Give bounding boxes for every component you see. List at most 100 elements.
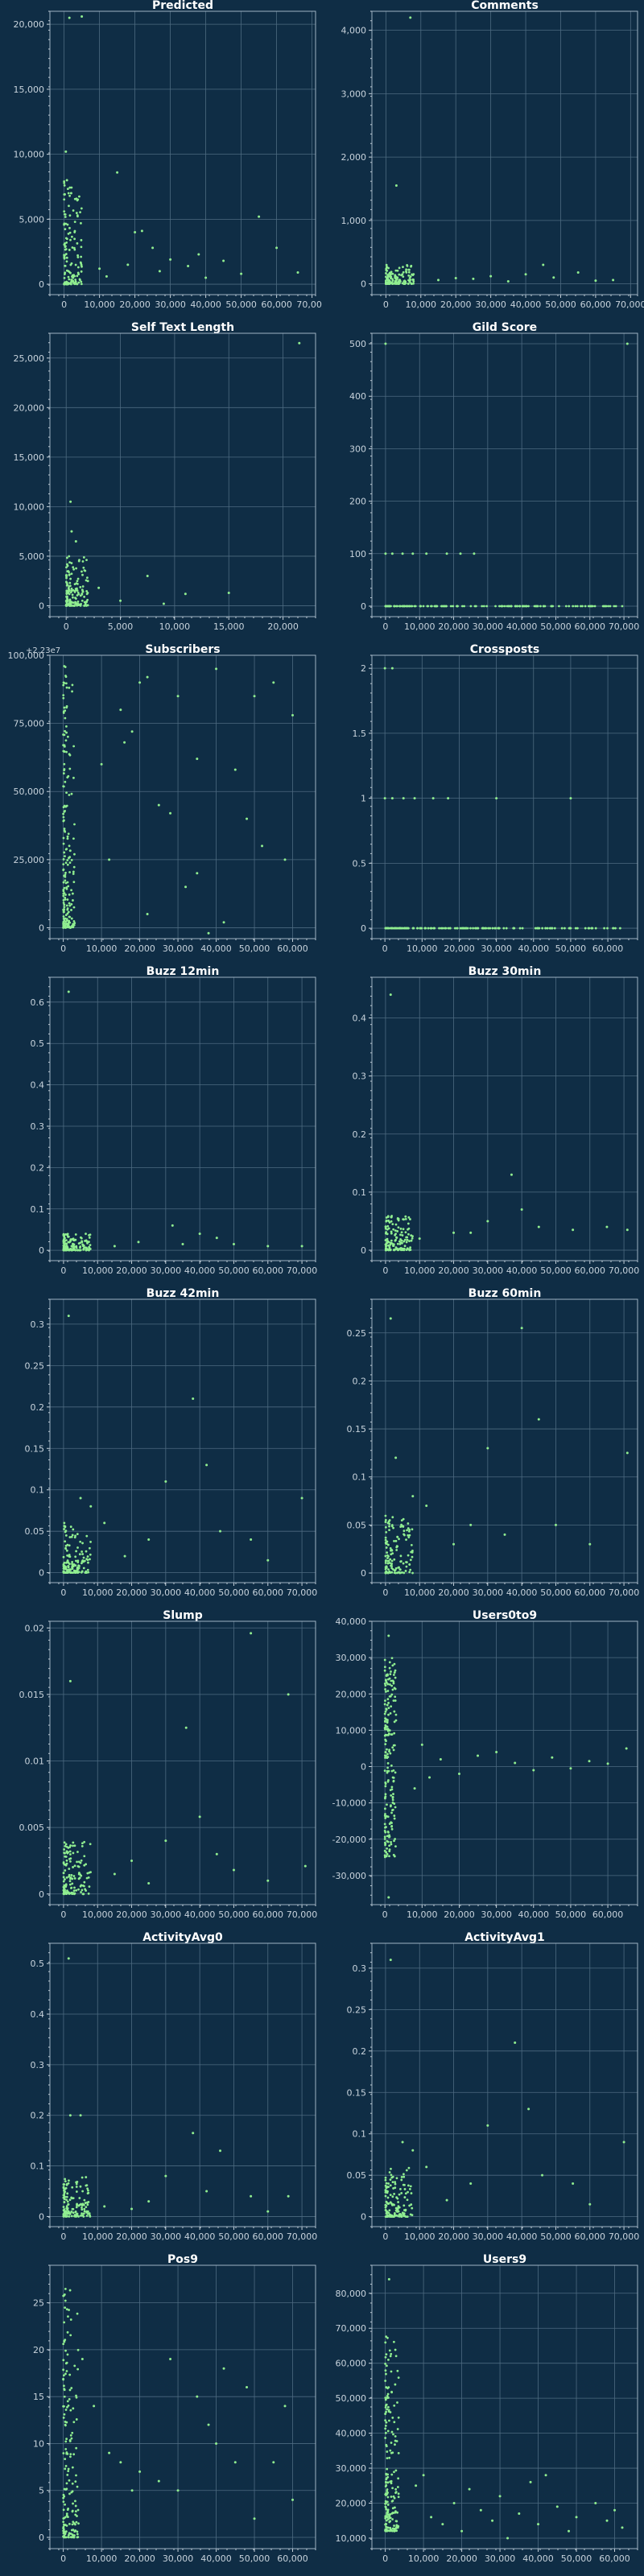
data-point (63, 184, 66, 187)
data-point (196, 2395, 199, 2398)
x-tick-label: 20,000 (116, 1909, 147, 1920)
data-point (64, 879, 67, 882)
data-point (489, 927, 492, 930)
data-point (63, 1525, 66, 1528)
data-point (385, 2492, 387, 2495)
data-point (506, 605, 509, 608)
data-point (64, 729, 66, 733)
data-point (85, 1570, 88, 1573)
data-point (87, 2201, 90, 2203)
data-point (539, 605, 542, 608)
data-point (409, 1568, 412, 1571)
data-point (258, 215, 261, 218)
y-tick-label: 0.6 (31, 997, 45, 1008)
data-point (396, 1535, 399, 1538)
data-point (66, 898, 69, 901)
data-point (64, 1891, 67, 1894)
data-point (413, 1787, 416, 1790)
data-point (569, 797, 572, 800)
data-point (386, 2214, 389, 2217)
data-point (62, 869, 65, 872)
x-tick-label: 20,000 (438, 621, 469, 632)
data-point (398, 1568, 402, 1571)
data-point (411, 1236, 414, 1240)
data-point (64, 1232, 68, 1236)
data-point (404, 1231, 407, 1234)
data-point (392, 1526, 394, 1530)
data-point (169, 258, 172, 261)
data-point (196, 872, 199, 875)
chart-title: Crossposts (470, 644, 539, 656)
data-point (392, 1682, 395, 1685)
x-tick-label: 0 (382, 1909, 388, 1920)
data-point (79, 585, 82, 588)
data-point (72, 1866, 74, 1868)
data-point (494, 927, 497, 930)
data-point (394, 1238, 397, 1241)
y-tick-label: 20,000 (14, 402, 45, 413)
data-point (393, 2524, 395, 2527)
data-point (393, 1817, 396, 1820)
data-point (394, 1232, 397, 1236)
data-point (66, 1246, 69, 1249)
data-point (74, 2504, 77, 2508)
data-point (93, 2405, 96, 2408)
data-point (66, 556, 68, 559)
data-point (392, 2215, 395, 2218)
data-point (72, 906, 76, 909)
data-point (390, 2391, 394, 2394)
data-point (388, 1525, 390, 1528)
data-point (400, 2178, 403, 2182)
data-point (72, 1841, 75, 1844)
data-point (83, 2210, 86, 2213)
data-point (67, 1236, 69, 1238)
x-tick-label: 70,000 (287, 1265, 318, 1276)
y-tick-label: 100 (349, 549, 366, 559)
data-point (402, 1240, 406, 1243)
y-offset-label: +2.23e7 (26, 646, 60, 655)
data-point (391, 2417, 394, 2419)
y-tick-label: 20 (33, 2345, 44, 2355)
data-point (74, 588, 77, 590)
data-point (88, 1241, 90, 1244)
data-point (64, 253, 68, 255)
data-point (389, 2449, 392, 2452)
data-point (75, 2418, 78, 2421)
data-point (76, 1249, 80, 1252)
data-point (73, 2215, 76, 2218)
x-tick-label: 40,000 (200, 2553, 232, 2564)
data-point (394, 1838, 397, 1840)
data-point (64, 2524, 67, 2526)
data-point (65, 592, 68, 596)
data-point (76, 2530, 79, 2533)
data-point (468, 2487, 471, 2491)
data-point (384, 2189, 387, 2192)
data-point (70, 889, 72, 892)
data-point (79, 2114, 82, 2117)
data-point (82, 1567, 85, 1570)
data-point (67, 1846, 70, 1849)
data-point (390, 1733, 393, 1736)
data-point (119, 599, 122, 602)
data-point (384, 1239, 387, 1242)
data-point (79, 1861, 82, 1864)
data-point (79, 1241, 81, 1245)
data-point (398, 1538, 400, 1541)
scatter-panel: Predicted 0 10,000 20,000 30,000 40,000 50,000… (0, 0, 323, 322)
data-point (383, 1658, 386, 1662)
data-point (445, 2198, 448, 2202)
data-point (89, 1843, 92, 1846)
data-point (68, 226, 71, 229)
x-tick-label: 40,000 (200, 943, 232, 954)
data-point (544, 2474, 547, 2477)
data-point (169, 2358, 172, 2361)
scatter-panel: Gild Score 0 10,000 20,000 30,000 40,000 50,00… (322, 322, 644, 644)
data-point (72, 1889, 76, 1893)
data-point (76, 1533, 79, 1536)
data-point (72, 2502, 74, 2505)
data-point (65, 2482, 68, 2485)
data-point (63, 2395, 66, 2398)
data-point (63, 1521, 66, 1525)
data-point (86, 1241, 89, 1245)
data-point (405, 2169, 408, 2172)
